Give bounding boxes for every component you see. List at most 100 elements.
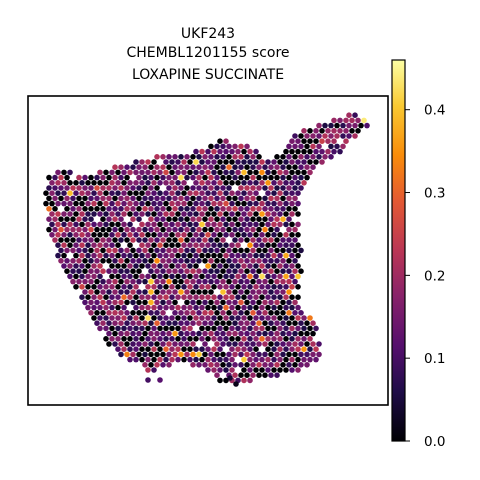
spot (208, 278, 214, 285)
spot (307, 138, 313, 144)
spot (187, 159, 193, 165)
spot (148, 216, 154, 222)
spot (238, 351, 244, 358)
spot (193, 159, 199, 165)
spot (244, 341, 250, 347)
spot (130, 289, 136, 295)
spot (298, 268, 304, 275)
spot (265, 200, 271, 207)
spot (292, 206, 298, 212)
spot (217, 169, 223, 176)
spot (169, 190, 175, 196)
spot (271, 221, 277, 228)
spot (142, 351, 148, 358)
spot (124, 278, 130, 285)
spot (49, 211, 55, 217)
spot (118, 330, 124, 337)
spot (214, 258, 220, 264)
spot (100, 268, 106, 275)
spot (199, 346, 205, 353)
spot (187, 294, 193, 301)
spot (142, 310, 148, 316)
spot (244, 237, 250, 243)
spot (256, 185, 262, 191)
spot (283, 346, 289, 353)
spot (352, 112, 358, 118)
spot (250, 278, 256, 285)
spot (220, 206, 226, 212)
spot (235, 242, 241, 248)
spot (181, 211, 187, 217)
spot (241, 367, 247, 373)
spot (172, 351, 178, 358)
spot (292, 143, 298, 150)
spot (259, 367, 265, 373)
spot (286, 289, 292, 295)
spot (241, 336, 247, 342)
spot (76, 247, 82, 254)
spot (295, 304, 301, 311)
spot (124, 310, 130, 316)
spot (253, 169, 259, 176)
spot (46, 195, 52, 202)
spot (109, 180, 115, 186)
spot (202, 216, 208, 222)
spot (232, 247, 238, 254)
spot (67, 180, 73, 186)
spot (268, 289, 274, 295)
spot (154, 237, 160, 243)
spot (208, 226, 214, 233)
spot (214, 143, 220, 150)
spot (133, 159, 139, 165)
spot (271, 169, 277, 176)
spot (133, 232, 139, 238)
spot (295, 356, 301, 363)
spot (178, 185, 184, 191)
spot (298, 362, 304, 368)
spot (268, 247, 274, 254)
spot (190, 195, 196, 202)
spot (262, 278, 268, 285)
spot (118, 268, 124, 275)
spot (289, 159, 295, 165)
spot (136, 216, 142, 222)
spot (268, 310, 274, 316)
spot (127, 263, 133, 269)
spot (265, 356, 271, 363)
spot (244, 320, 250, 327)
spot (142, 206, 148, 212)
spot (97, 200, 103, 207)
spot (250, 237, 256, 243)
spot (292, 351, 298, 358)
spot (145, 356, 151, 363)
spot (226, 195, 232, 202)
spot (121, 346, 127, 353)
spot (238, 237, 244, 243)
spot (283, 200, 289, 207)
spot (43, 190, 49, 196)
spot (265, 232, 271, 238)
spot (91, 180, 97, 186)
spot (301, 325, 307, 332)
spot (184, 330, 190, 337)
spot (211, 336, 217, 342)
spot (211, 294, 217, 301)
spot (181, 336, 187, 342)
spot (292, 268, 298, 275)
spot (97, 273, 103, 280)
spot (190, 174, 196, 181)
spot (91, 273, 97, 280)
spot (280, 310, 286, 316)
spot (169, 346, 175, 353)
spot (94, 320, 100, 327)
spot (235, 315, 241, 321)
spot (151, 232, 157, 238)
spot (112, 247, 118, 254)
spot (259, 263, 265, 269)
spot (112, 310, 118, 316)
spot (277, 200, 283, 207)
spot (118, 216, 124, 222)
spot (226, 330, 232, 337)
spot (229, 159, 235, 165)
spot (265, 263, 271, 269)
